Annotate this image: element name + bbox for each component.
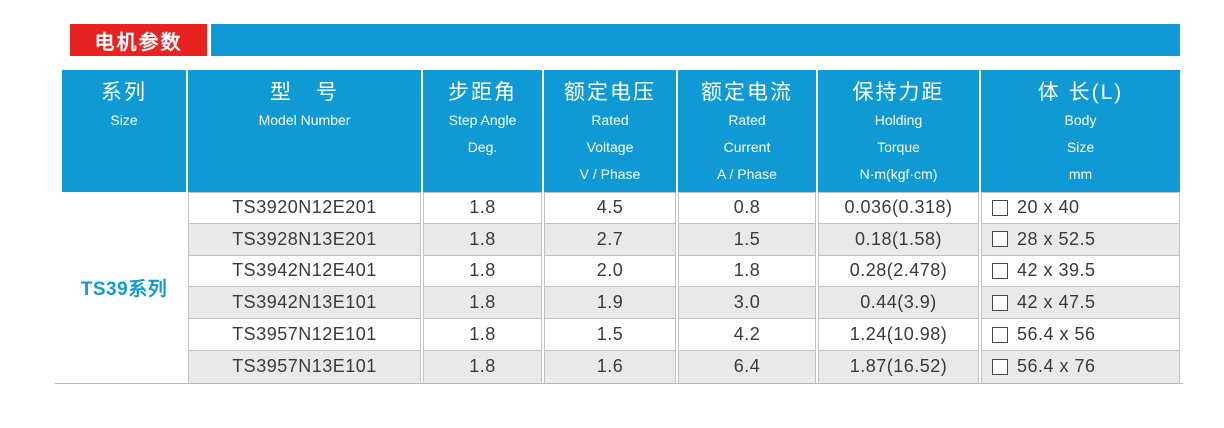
- column-title-en: Model Number: [258, 112, 351, 128]
- size-checkbox-icon: [992, 231, 1008, 248]
- cell-body-size: 42 x 47.5: [981, 287, 1180, 320]
- column-header-series: 系列 Size: [62, 70, 186, 192]
- column-title-zh: 型 号: [270, 81, 339, 104]
- column-title-en: Step Angle: [448, 112, 517, 128]
- section-tab: 电机参数: [70, 24, 207, 56]
- cell-body-size: 56.4 x 56: [981, 319, 1180, 351]
- cell-holding-torque: 0.44(3.9): [818, 287, 979, 320]
- cell-body-size: 20 x 40: [981, 192, 1180, 224]
- size-checkbox-icon: [992, 199, 1008, 216]
- column-title-en: Torque: [877, 139, 920, 155]
- column-header-holding-torque: 保持力距 Holding Torque N·m(kgf·cm): [818, 70, 979, 192]
- column-title-en: Rated: [728, 112, 766, 128]
- column-title-en: V / Phase: [579, 166, 641, 182]
- column-header-rated-voltage: 额定电压 Rated Voltage V / Phase: [544, 70, 676, 192]
- cell-step-angle: 1.8: [423, 255, 542, 288]
- column-header-model-number: 型 号 Model Number: [188, 70, 421, 192]
- column-title-zh: 保持力距: [852, 81, 945, 104]
- section-header-bar: [211, 24, 1180, 56]
- cell-model: TS3928N13E201: [188, 223, 421, 256]
- column-title-zh: 系列: [101, 81, 147, 104]
- column-header-body-size: 体 长(L) Body Size mm: [981, 70, 1180, 192]
- column-title-en: Holding: [874, 112, 923, 128]
- column-title-en: Deg.: [467, 139, 498, 155]
- cell-model: TS3920N12E201: [188, 192, 421, 224]
- cell-step-angle: 1.8: [423, 223, 542, 256]
- cell-body-size: 28 x 52.5: [981, 223, 1180, 256]
- cell-rated-voltage: 1.6: [544, 350, 676, 383]
- cell-rated-voltage: 2.7: [544, 223, 676, 256]
- size-checkbox-icon: [992, 358, 1008, 375]
- column-title-en: Size: [110, 112, 138, 128]
- body-size-text: 28 x 52.5: [1017, 228, 1096, 249]
- body-size-text: 42 x 39.5: [1017, 260, 1096, 281]
- body-size-text: 56.4 x 76: [1017, 356, 1096, 377]
- cell-rated-current: 3.0: [678, 287, 816, 320]
- column-header-rated-current: 额定电流 Rated Current A / Phase: [678, 70, 816, 192]
- column-title-en: Body: [1064, 112, 1097, 128]
- cell-rated-current: 4.2: [678, 319, 816, 351]
- cell-rated-voltage: 2.0: [544, 255, 676, 288]
- size-checkbox-icon: [992, 262, 1008, 279]
- cell-holding-torque: 0.18(1.58): [818, 223, 979, 256]
- cell-rated-current: 0.8: [678, 192, 816, 224]
- cell-rated-voltage: 4.5: [544, 192, 676, 224]
- column-header-step-angle: 步距角 Step Angle Deg.: [423, 70, 542, 192]
- cell-rated-voltage: 1.5: [544, 319, 676, 351]
- column-title-zh: 体 长(L): [1037, 81, 1124, 104]
- column-title-en: mm: [1068, 166, 1093, 182]
- cell-rated-current: 1.8: [678, 255, 816, 288]
- cell-holding-torque: 0.28(2.478): [818, 255, 979, 288]
- column-title-en: Size: [1066, 139, 1095, 155]
- cell-rated-voltage: 1.9: [544, 287, 676, 320]
- body-size-text: 20 x 40: [1017, 197, 1080, 218]
- cell-body-size: 42 x 39.5: [981, 255, 1180, 288]
- cell-holding-torque: 1.24(10.98): [818, 319, 979, 351]
- column-title-en: Current: [723, 139, 771, 155]
- size-checkbox-icon: [992, 294, 1008, 311]
- cell-step-angle: 1.8: [423, 192, 542, 224]
- cell-model: TS3957N12E101: [188, 319, 421, 351]
- cell-model: TS3942N13E101: [188, 287, 421, 320]
- column-title-zh: 额定电压: [564, 81, 656, 104]
- spec-table: 系列 Size 型 号 Model Number 步距角 Step Angle Deg. 额定…: [62, 70, 1180, 383]
- cell-step-angle: 1.8: [423, 319, 542, 351]
- cell-holding-torque: 0.036(0.318): [818, 192, 979, 224]
- cell-step-angle: 1.8: [423, 287, 542, 320]
- cell-step-angle: 1.8: [423, 350, 542, 383]
- column-title-zh: 额定电流: [701, 81, 793, 104]
- column-title-en: Rated: [591, 112, 629, 128]
- cell-holding-torque: 1.87(16.52): [818, 350, 979, 383]
- body-size-text: 56.4 x 56: [1017, 324, 1096, 345]
- size-checkbox-icon: [992, 326, 1008, 343]
- cell-rated-current: 6.4: [678, 350, 816, 383]
- cell-model: TS3942N12E401: [188, 255, 421, 288]
- table-bottom-rule: [55, 383, 1183, 384]
- column-title-zh: 步距角: [448, 81, 517, 104]
- series-label: TS39系列: [62, 192, 186, 383]
- cell-body-size: 56.4 x 76: [981, 350, 1180, 383]
- body-size-text: 42 x 47.5: [1017, 292, 1096, 313]
- column-title-en: Voltage: [586, 139, 634, 155]
- column-title-en: A / Phase: [717, 166, 777, 182]
- column-title-en: N·m(kgf·cm): [859, 166, 938, 182]
- cell-rated-current: 1.5: [678, 223, 816, 256]
- cell-model: TS3957N13E101: [188, 350, 421, 383]
